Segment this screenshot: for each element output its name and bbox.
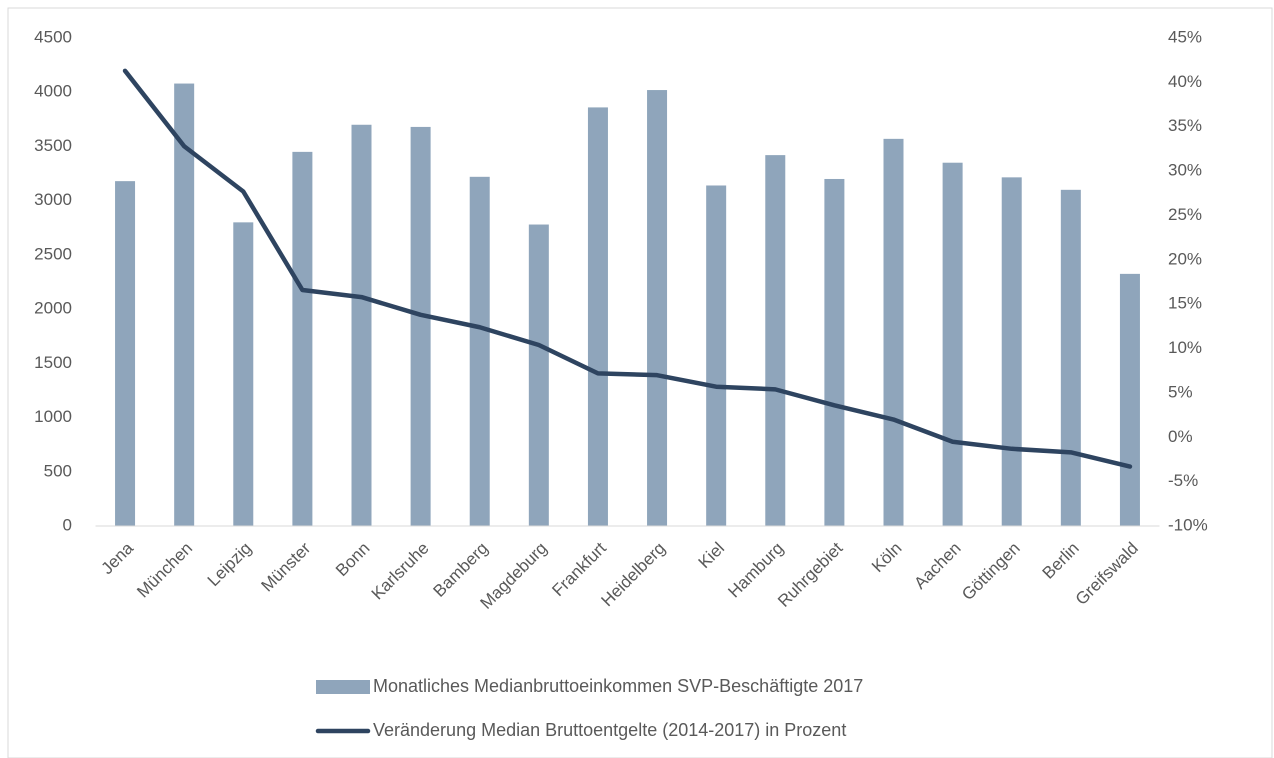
x-tick-label: Berlin: [1039, 539, 1083, 583]
x-tick-label: Ruhrgebiet: [774, 538, 846, 610]
legend-swatch: [316, 680, 370, 694]
line: [122, 68, 1133, 469]
y2-tick-label: 15%: [1168, 294, 1202, 313]
y2-tick-label: 45%: [1168, 27, 1202, 46]
y-tick-label: 2000: [34, 299, 72, 318]
bar: [233, 222, 254, 526]
y2-tick-label: 35%: [1168, 116, 1202, 135]
bar: [647, 90, 668, 526]
x-tick-label: Greifswald: [1072, 539, 1142, 609]
bar: [351, 124, 372, 526]
bar: [469, 176, 490, 526]
x-tick-label: Köln: [868, 539, 905, 576]
x-tick-label: Leipzig: [204, 539, 256, 591]
y-tick-label: 1000: [34, 407, 72, 426]
chart-border: [7, 7, 1273, 758]
x-tick-label: Kiel: [695, 539, 728, 572]
y2-tick-label: -5%: [1168, 471, 1198, 490]
bar: [410, 126, 431, 527]
x-tick-label: Göttingen: [958, 539, 1024, 605]
x-tick-label: Münster: [258, 538, 315, 595]
bar: [174, 83, 195, 527]
y2-tick-label: 10%: [1168, 338, 1202, 357]
y-tick-label: 2500: [34, 244, 72, 263]
x-tick-label: Jena: [98, 538, 138, 578]
legend-label: Veränderung Median Bruttoentgelte (2014-…: [373, 720, 846, 740]
y-tick-label: 0: [63, 515, 72, 534]
y-tick-label: 4000: [34, 82, 72, 101]
bar: [1060, 189, 1081, 527]
y2-tick-label: 30%: [1168, 161, 1202, 180]
y2-tick-label: -10%: [1168, 515, 1208, 534]
bar: [883, 138, 904, 526]
x-tick-label: München: [133, 539, 196, 602]
bar: [824, 178, 845, 526]
x-tick-label: Frankfurt: [548, 538, 610, 600]
y-tick-label: 500: [44, 461, 72, 480]
y-tick-label: 3500: [34, 136, 72, 155]
y2-tick-label: 5%: [1168, 382, 1193, 401]
legend-label: Monatliches Medianbruttoeinkommen SVP-Be…: [373, 676, 863, 696]
bar: [942, 162, 963, 526]
bar: [115, 181, 136, 526]
bar: [1119, 273, 1140, 526]
y2-tick-label: 0%: [1168, 427, 1193, 446]
y2-tick-label: 25%: [1168, 205, 1202, 224]
x-tick-label: Bamberg: [430, 539, 492, 601]
bar: [765, 155, 786, 526]
y-tick-label: 4500: [34, 27, 72, 46]
bar: [1001, 177, 1022, 526]
x-tick-label: Aachen: [910, 539, 964, 593]
x-tick-label: Karlsruhe: [368, 539, 433, 604]
x-tick-label: Bonn: [332, 539, 374, 581]
bar: [292, 151, 313, 526]
y2-tick-label: 40%: [1168, 72, 1202, 91]
bar: [587, 107, 608, 526]
bar: [528, 224, 549, 526]
y-tick-label: 1500: [34, 353, 72, 372]
bar: [706, 185, 727, 527]
y-tick-label: 3000: [34, 190, 72, 209]
x-tick-label: Hamburg: [724, 539, 787, 602]
y2-tick-label: 20%: [1168, 249, 1202, 268]
x-tick-label: Heidelberg: [597, 539, 669, 611]
